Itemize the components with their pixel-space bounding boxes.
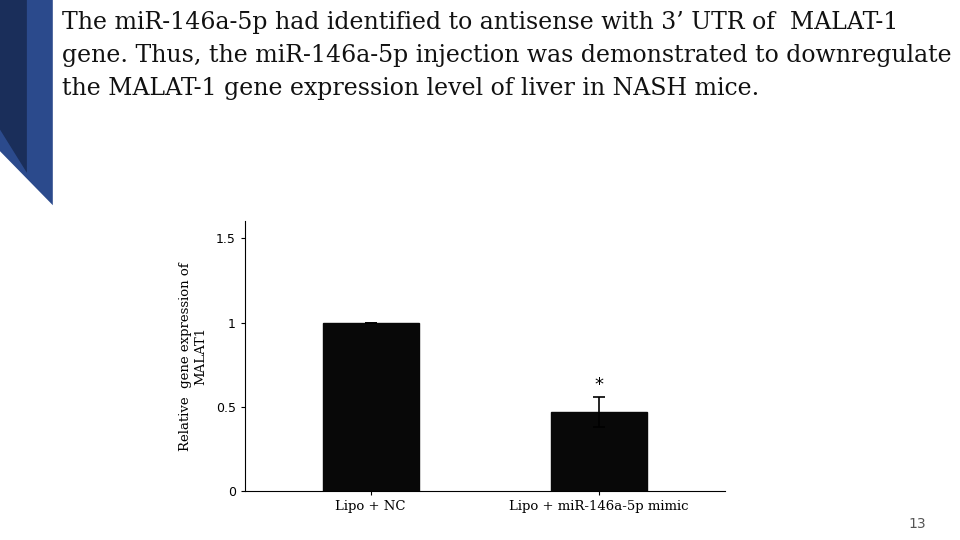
Bar [551,412,647,491]
Text: 13: 13 [908,517,925,531]
Polygon shape [0,0,27,173]
Polygon shape [0,0,53,205]
Text: *: * [594,375,604,394]
Y-axis label: Relative  gene expression of
MALAT1: Relative gene expression of MALAT1 [180,262,207,451]
Text: The miR-146a-5p had identified to antisense with 3’ UTR of  MALAT-1
gene. Thus, : The miR-146a-5p had identified to antise… [62,11,952,99]
Bar [323,323,419,491]
